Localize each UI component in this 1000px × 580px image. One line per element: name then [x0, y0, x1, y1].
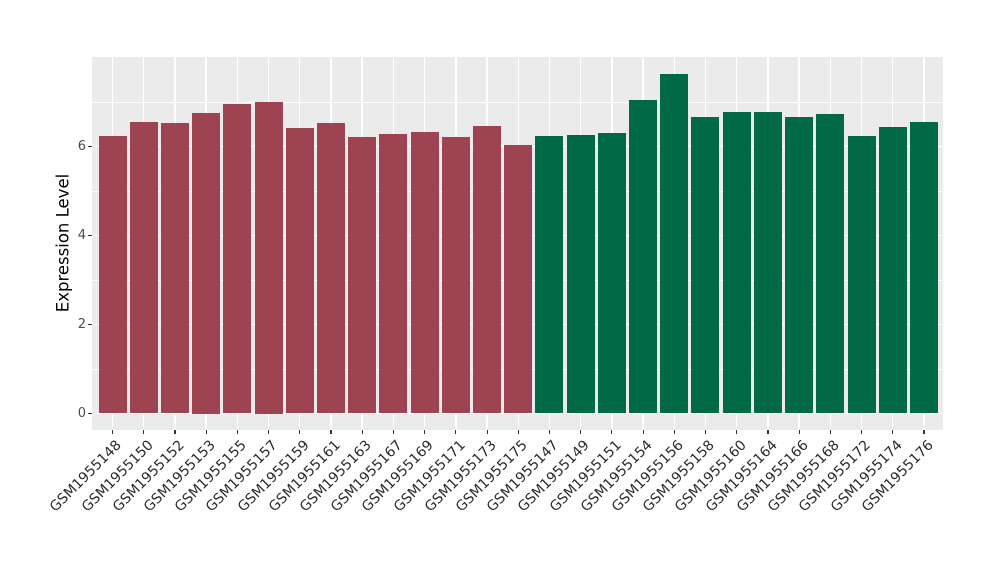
bar-GSM1955157 — [254, 102, 283, 414]
y-tick-label: 0 — [77, 405, 86, 421]
bar-GSM1955169 — [410, 131, 439, 414]
bar-GSM1955160 — [722, 112, 751, 414]
x-tick-mark — [517, 430, 519, 434]
y-tick-label: 2 — [77, 316, 86, 332]
x-tick-mark — [205, 430, 207, 434]
bar-GSM1955167 — [379, 134, 408, 414]
bar-GSM1955159 — [285, 127, 314, 414]
x-tick-mark — [548, 430, 551, 434]
bar-GSM1955164 — [753, 112, 782, 414]
y-tick-mark — [88, 235, 92, 237]
x-tick-mark — [767, 430, 769, 434]
x-tick-mark — [361, 430, 363, 434]
x-tick-mark — [892, 430, 894, 434]
x-tick-mark — [455, 430, 457, 434]
y-tick-label: 4 — [77, 227, 86, 243]
x-tick-mark — [736, 430, 738, 434]
bar-GSM1955172 — [847, 136, 876, 414]
bar-GSM1955168 — [816, 114, 845, 414]
bar-GSM1955149 — [566, 134, 595, 414]
x-tick-mark — [798, 430, 800, 434]
bar-GSM1955154 — [629, 99, 658, 414]
y-minor-gridline — [92, 102, 943, 103]
x-tick-mark — [392, 430, 394, 434]
bar-GSM1955153 — [192, 113, 221, 414]
y-tick-mark — [88, 146, 92, 148]
bar-GSM1955148 — [98, 135, 127, 414]
x-tick-mark — [673, 430, 675, 434]
bar-GSM1955174 — [878, 126, 907, 414]
x-tick-mark — [704, 430, 707, 434]
x-tick-mark — [861, 430, 863, 434]
bar-GSM1955166 — [785, 117, 814, 414]
bar-GSM1955150 — [129, 122, 158, 414]
x-tick-mark — [112, 430, 114, 434]
x-tick-mark — [424, 430, 426, 434]
x-tick-mark — [486, 430, 488, 434]
y-major-gridline — [92, 412, 943, 415]
bar-GSM1955163 — [348, 136, 377, 414]
x-tick-mark — [330, 430, 332, 434]
bar-GSM1955151 — [597, 132, 626, 414]
bar-GSM1955176 — [909, 122, 938, 414]
x-tick-mark — [236, 430, 238, 434]
y-tick-label: 6 — [77, 138, 86, 154]
bar-GSM1955155 — [223, 103, 252, 414]
x-tick-mark — [611, 430, 613, 434]
bar-GSM1955152 — [160, 123, 189, 414]
y-tick-mark — [88, 413, 92, 415]
x-tick-mark — [143, 430, 145, 434]
bar-GSM1955173 — [473, 126, 502, 414]
x-tick-mark — [580, 430, 582, 434]
bar-GSM1955158 — [691, 117, 720, 414]
bar-GSM1955147 — [535, 135, 564, 414]
plot-panel — [92, 57, 943, 430]
x-tick-mark — [642, 430, 644, 434]
x-tick-mark — [299, 430, 301, 434]
x-tick-mark — [829, 430, 831, 434]
x-tick-mark — [174, 430, 176, 434]
bar-GSM1955156 — [660, 74, 689, 414]
y-tick-mark — [88, 324, 92, 326]
bar-GSM1955175 — [504, 145, 533, 414]
bar-GSM1955161 — [316, 123, 345, 414]
x-tick-mark — [268, 430, 270, 434]
bar-GSM1955171 — [441, 136, 470, 414]
x-tick-mark — [923, 430, 925, 434]
